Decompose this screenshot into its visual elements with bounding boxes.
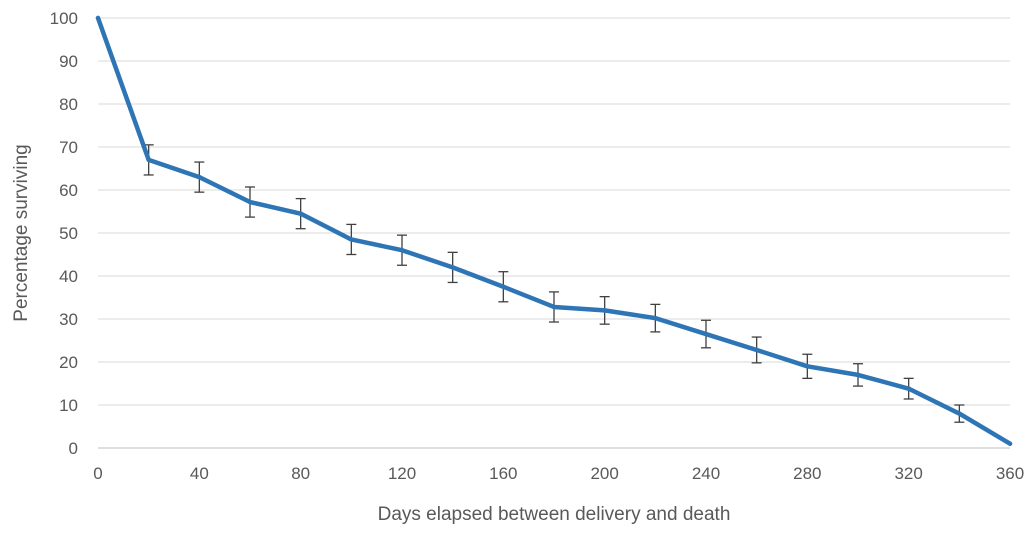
data-point: [450, 265, 455, 270]
x-tick-label: 40: [190, 464, 209, 483]
error-bars: [143, 144, 965, 423]
x-axis-title: Days elapsed between delivery and death: [378, 504, 731, 525]
y-axis-title: Percentage surviving: [11, 144, 32, 321]
data-point: [349, 237, 354, 242]
y-tick-label: 50: [59, 224, 78, 243]
gridlines: [98, 17, 1010, 449]
y-tick-label: 10: [59, 396, 78, 415]
data-point: [95, 15, 101, 21]
data-point: [703, 331, 709, 337]
x-tick-label: 280: [793, 464, 821, 483]
data-point: [855, 372, 861, 378]
data-point: [653, 315, 658, 321]
y-tick-label: 20: [59, 353, 78, 372]
y-tick-label: 60: [59, 181, 78, 200]
x-tick-label: 360: [996, 464, 1024, 483]
data-point: [805, 364, 810, 369]
y-tick-label: 70: [59, 138, 78, 157]
data-point: [298, 211, 303, 216]
series-lines: [95, 15, 1013, 446]
y-tick-label: 100: [50, 9, 78, 28]
y-tick-label: 30: [59, 310, 78, 329]
x-tick-label: 120: [388, 464, 416, 483]
y-tick-label: 90: [59, 52, 78, 71]
x-tick-label: 240: [692, 464, 720, 483]
x-tick-label: 200: [590, 464, 618, 483]
data-point: [247, 199, 253, 205]
series-line-0: [95, 15, 1013, 446]
x-tick-label: 0: [93, 464, 102, 483]
data-point: [146, 157, 151, 163]
data-point: [957, 411, 962, 416]
y-axis-tick-labels: 0 10 20 30 40 50 60 70 80 90 100: [50, 9, 78, 458]
x-tick-label: 80: [291, 464, 310, 483]
data-point: [602, 308, 607, 313]
data-point: [501, 284, 506, 289]
y-tick-label: 80: [59, 95, 78, 114]
y-tick-label: 40: [59, 267, 78, 286]
x-tick-label: 320: [894, 464, 922, 483]
x-axis-tick-labels: 0 40 80 120 160 200 240 280 320 360: [93, 464, 1024, 483]
data-point: [197, 174, 202, 180]
x-tick-label: 160: [489, 464, 517, 483]
data-point: [399, 248, 405, 253]
y-tick-label: 0: [69, 439, 78, 458]
data-point: [754, 347, 759, 353]
data-point: [551, 304, 557, 310]
data-point: [1007, 441, 1013, 446]
data-point: [906, 386, 911, 391]
